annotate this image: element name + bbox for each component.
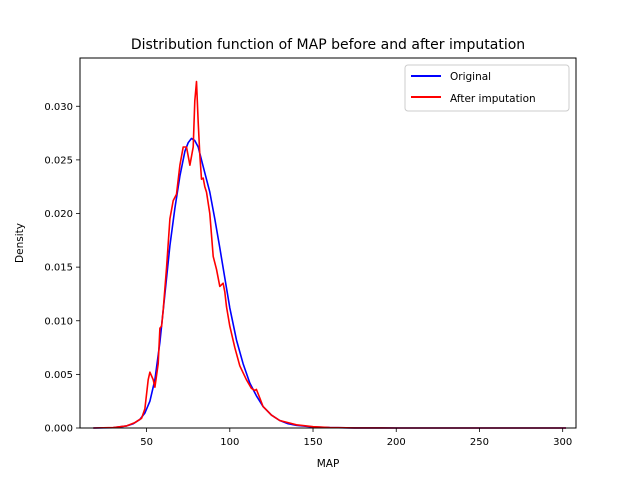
legend-label-after-imputation: After imputation	[450, 93, 536, 105]
x-tick-label: 250	[470, 437, 489, 448]
y-axis-label: Density	[14, 223, 26, 263]
y-tick-label: 0.015	[44, 263, 73, 274]
x-tick-label: 200	[387, 437, 406, 448]
legend: Original After imputation	[404, 64, 570, 112]
y-tick-label: 0.020	[44, 209, 73, 220]
chart-title: Distribution function of MAP before and …	[131, 37, 525, 53]
legend-box	[404, 64, 570, 112]
series-line-original	[93, 137, 566, 429]
y-tick-label: 0.000	[44, 424, 73, 435]
y-axis: 0.000 0.005 0.010 0.015 0.020 0.025 0.030	[44, 102, 80, 435]
x-tick-label: 150	[303, 437, 322, 448]
x-tick-label: 50	[140, 437, 153, 448]
y-tick-label: 0.025	[44, 155, 73, 166]
legend-label-original: Original	[450, 71, 491, 83]
y-tick-label: 0.010	[44, 316, 73, 327]
plot-frame	[79, 57, 577, 429]
x-axis: 50 100 150 200 250 300	[140, 428, 572, 448]
y-tick-label: 0.005	[44, 370, 73, 381]
x-tick-label: 300	[553, 437, 572, 448]
x-axis-label: MAP	[317, 458, 340, 470]
series-line-after-imputation	[93, 80, 566, 429]
y-tick-label: 0.030	[44, 102, 73, 113]
x-tick-label: 100	[220, 437, 239, 448]
plot-lines	[93, 80, 566, 429]
